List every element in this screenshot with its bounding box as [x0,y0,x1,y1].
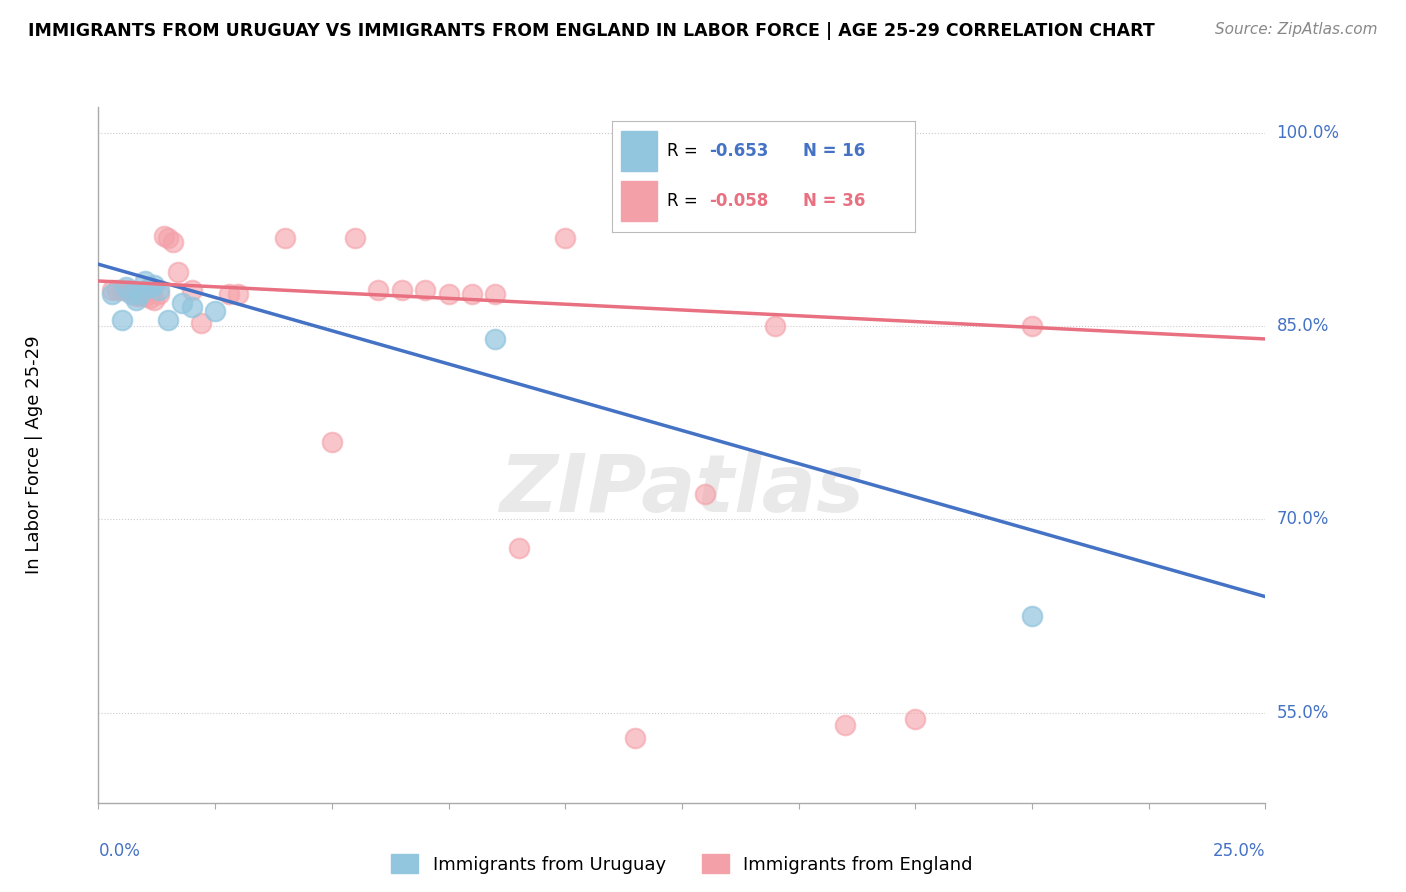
Point [180,283,202,297]
Point [508,541,530,555]
Point [172,296,194,310]
Text: R =: R = [666,142,697,160]
Point [204,303,226,318]
Point [180,300,202,314]
Text: 55.0%: 55.0% [1277,704,1329,722]
Point [111,283,134,297]
Text: 0.0%: 0.0% [98,842,141,860]
Point [166,265,188,279]
Point [321,435,343,450]
Point [125,289,148,303]
Point [148,283,170,297]
Point [344,231,367,245]
Point [129,286,152,301]
Point [274,231,297,245]
Text: 70.0%: 70.0% [1277,510,1329,528]
Point [120,283,142,297]
Point [695,486,717,500]
Point [904,712,927,726]
Point [162,235,184,250]
Point [111,312,134,326]
Point [554,231,576,245]
Text: 25.0%: 25.0% [1213,842,1265,860]
Point [157,312,180,326]
Point [413,283,436,297]
Text: N = 36: N = 36 [803,192,866,211]
Point [125,293,148,308]
Point [115,283,138,297]
Point [139,291,162,305]
Point [367,283,389,297]
Legend: Immigrants from Uruguay, Immigrants from England: Immigrants from Uruguay, Immigrants from… [391,855,973,874]
Bar [621,131,658,171]
Point [143,277,166,292]
Point [834,718,856,732]
Point [115,280,138,294]
Point [105,283,128,297]
Text: -0.058: -0.058 [709,192,768,211]
Point [190,317,212,331]
Point [101,283,124,297]
Point [1021,609,1043,624]
Point [437,286,460,301]
Text: IMMIGRANTS FROM URUGUAY VS IMMIGRANTS FROM ENGLAND IN LABOR FORCE | AGE 25-29 CO: IMMIGRANTS FROM URUGUAY VS IMMIGRANTS FR… [28,22,1154,40]
Point [139,280,162,294]
Text: N = 16: N = 16 [803,142,865,160]
Point [120,286,142,301]
Text: -0.653: -0.653 [709,142,768,160]
Point [129,289,152,303]
Point [763,319,786,334]
Text: In Labor Force | Age 25-29: In Labor Force | Age 25-29 [25,335,44,574]
Point [148,286,170,301]
Point [218,286,240,301]
Point [484,332,506,346]
Point [143,293,166,308]
Point [1021,319,1043,334]
Bar [621,181,658,221]
Text: Source: ZipAtlas.com: Source: ZipAtlas.com [1215,22,1378,37]
Point [134,274,156,288]
Point [484,286,506,301]
Text: 85.0%: 85.0% [1277,317,1329,335]
Point [461,286,484,301]
Point [228,286,250,301]
Point [624,731,647,746]
Point [391,283,413,297]
Point [157,231,180,245]
Point [101,286,124,301]
Point [152,228,174,243]
Text: R =: R = [666,192,697,211]
Text: 100.0%: 100.0% [1277,124,1340,142]
Point [134,289,156,303]
Text: ZIPatlas: ZIPatlas [499,450,865,529]
